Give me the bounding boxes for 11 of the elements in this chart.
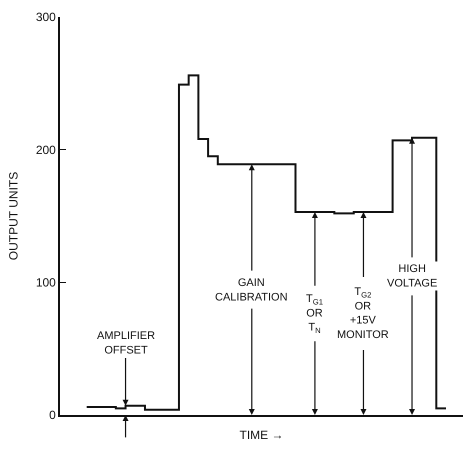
y-axis-title: OUTPUT UNITS xyxy=(6,172,21,260)
y-tick-label: 200 xyxy=(36,142,56,157)
y-tick-label: 100 xyxy=(36,276,56,290)
data-label: HIGH VOLTAGE xyxy=(387,263,438,290)
data-label: T$_{G1}$ OR T$_{N}$ xyxy=(306,293,323,335)
data-label: GAIN CALIBRATION xyxy=(215,277,288,304)
y-tick-label: 300 xyxy=(36,10,56,24)
y-tick-label: 0 xyxy=(49,408,56,422)
data-label: AMPLIFIER OFFSET xyxy=(97,330,156,356)
data-label: T$_{G2}$ OR +15V MONITOR xyxy=(337,286,389,341)
x-axis-title: TIME → xyxy=(240,428,284,442)
